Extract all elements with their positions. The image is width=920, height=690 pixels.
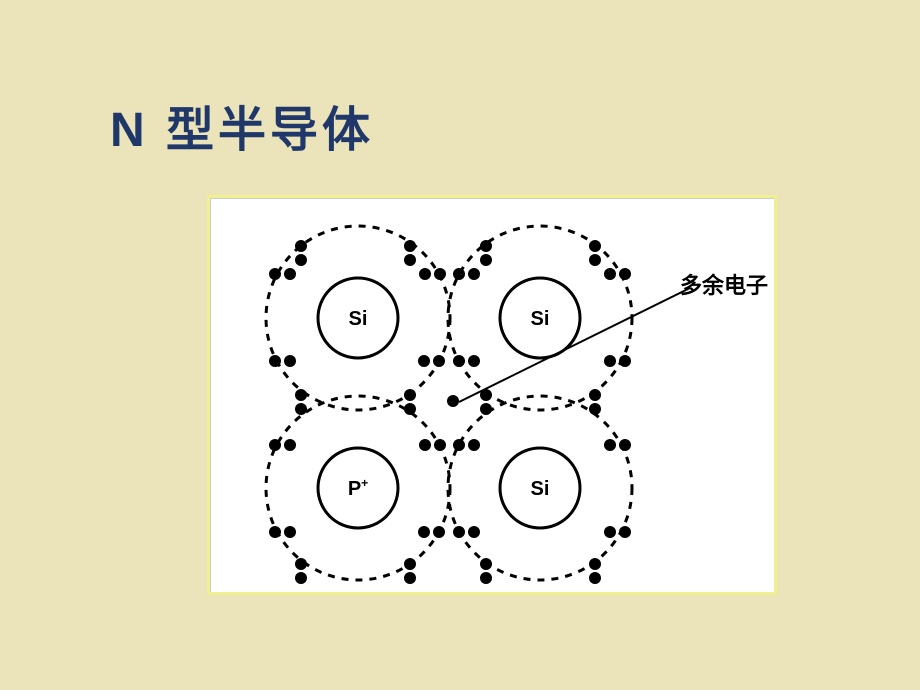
atom-label: Si [531, 308, 550, 330]
electron-dot [404, 572, 416, 584]
electron-dot [468, 439, 480, 451]
electron-dot [434, 439, 446, 451]
electron-dot [468, 268, 480, 280]
electron-dot [589, 403, 601, 415]
electron-dot [619, 355, 631, 367]
electron-dot [480, 403, 492, 415]
electron-dot [453, 439, 465, 451]
electron-dot [480, 254, 492, 266]
electron-dot [295, 389, 307, 401]
electron-dot [453, 526, 465, 538]
electron-dot [480, 240, 492, 252]
electron-dot [480, 572, 492, 584]
electron-dot [284, 268, 296, 280]
semiconductor-figure: SiSiP+Si 多余电子 [207, 195, 777, 595]
electron-dot [295, 403, 307, 415]
electron-dot [589, 254, 601, 266]
electron-dot [468, 355, 480, 367]
electron-dot [447, 395, 459, 407]
electron-dot [589, 558, 601, 570]
electron-dot [589, 240, 601, 252]
electron-dot [295, 254, 307, 266]
electron-dot [604, 439, 616, 451]
electron-dot [404, 558, 416, 570]
electron-dot [604, 526, 616, 538]
electron-dot [468, 526, 480, 538]
electron-dot [295, 240, 307, 252]
electron-dot [604, 355, 616, 367]
atom-label: Si [349, 308, 368, 330]
electron-dot [284, 355, 296, 367]
electron-dot [404, 240, 416, 252]
electron-dot [453, 355, 465, 367]
electron-dot [269, 355, 281, 367]
page-title: N 型半导体 [110, 90, 374, 160]
electron-dot [453, 268, 465, 280]
electron-dot [295, 558, 307, 570]
electron-dot [419, 439, 431, 451]
electron-dot [404, 389, 416, 401]
electron-dot [269, 526, 281, 538]
electron-dot [589, 389, 601, 401]
lattice-svg: SiSiP+Si [210, 198, 780, 598]
electron-dot [433, 526, 445, 538]
electron-dot [419, 268, 431, 280]
electron-dot [295, 572, 307, 584]
electron-dot [434, 268, 446, 280]
electron-dot [619, 268, 631, 280]
electron-dot [418, 526, 430, 538]
electron-dot [589, 572, 601, 584]
electron-dot [404, 403, 416, 415]
electron-dot [284, 526, 296, 538]
electron-dot [619, 526, 631, 538]
callout-excess-electron: 多余电子 [680, 268, 768, 300]
electron-dot [284, 439, 296, 451]
electron-dot [433, 355, 445, 367]
electron-dot [269, 439, 281, 451]
electron-dot [619, 439, 631, 451]
electron-dot [480, 558, 492, 570]
atom-label: Si [531, 478, 550, 500]
electron-dot [418, 355, 430, 367]
electron-dot [269, 268, 281, 280]
electron-dot [604, 268, 616, 280]
electron-dot [404, 254, 416, 266]
